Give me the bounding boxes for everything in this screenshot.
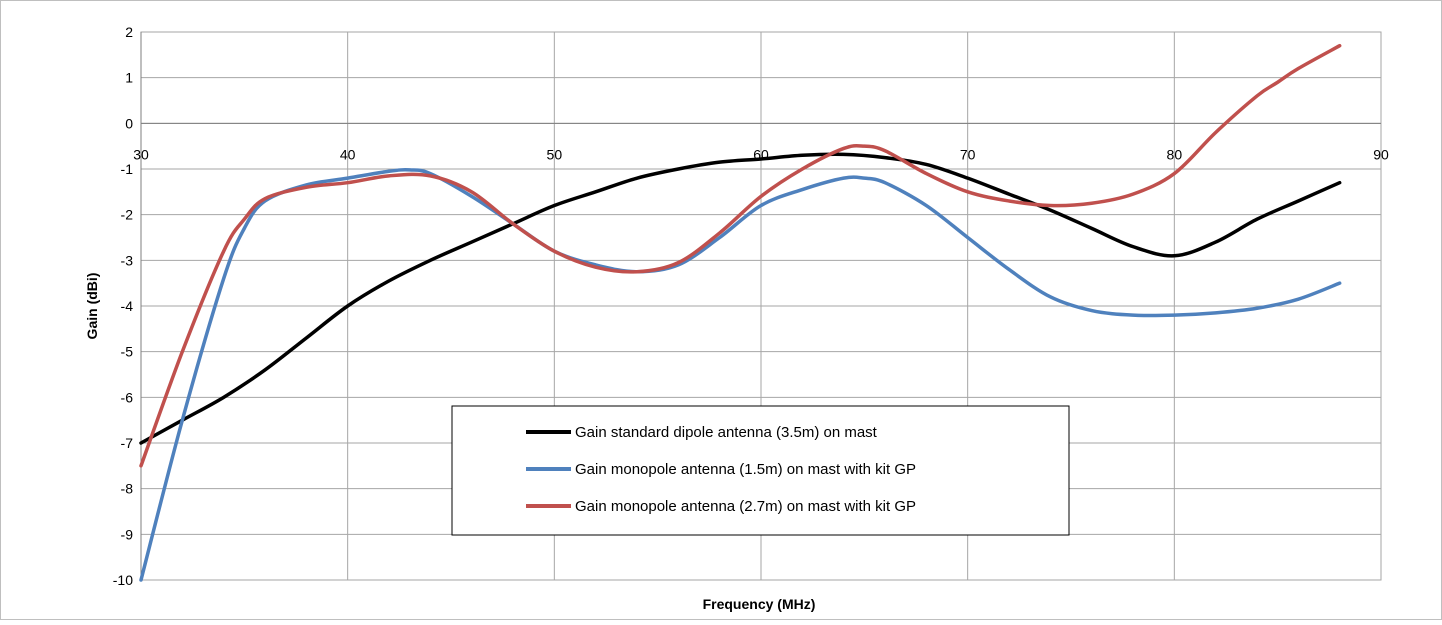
x-tick-label: 90 [1373, 146, 1389, 162]
legend: Gain standard dipole antenna (3.5m) on m… [451, 405, 1070, 536]
x-axis-title: Frequency (MHz) [703, 596, 816, 612]
x-tick-label: 30 [133, 146, 149, 162]
x-tick-label: 70 [960, 146, 976, 162]
series-line-dipole [139, 152, 1342, 445]
y-tick-label: -1 [121, 161, 134, 177]
series-lines [139, 43, 1342, 582]
x-tick-label: 80 [1167, 146, 1183, 162]
plot-area [140, 31, 1382, 581]
y-tick-label: -8 [121, 481, 134, 497]
legend-label-monopole-2-7m: Gain monopole antenna (2.7m) on mast wit… [575, 498, 916, 515]
x-axis-ticks: 30 40 50 60 70 80 90 [133, 146, 1389, 162]
y-tick-label: -9 [121, 526, 134, 542]
y-tick-label: -5 [121, 344, 134, 360]
y-tick-label: -4 [121, 298, 134, 314]
legend-label-monopole-1-5m: Gain monopole antenna (1.5m) on mast wit… [575, 461, 916, 478]
y-axis-title: Gain (dBi) [84, 273, 100, 340]
y-tick-label: -10 [113, 572, 133, 588]
y-tick-label: -7 [121, 435, 134, 451]
y-tick-label: -6 [121, 389, 134, 405]
legend-label-dipole: Gain standard dipole antenna (3.5m) on m… [575, 424, 878, 441]
y-axis-ticks: 2 1 0 -1 -2 -3 -4 -5 -6 -7 -8 -9 -10 [113, 24, 133, 588]
y-tick-label: -3 [121, 252, 134, 268]
y-tick-label: -2 [121, 207, 134, 223]
series-line-monopole-2-7m [139, 43, 1342, 468]
y-tick-label: 1 [125, 70, 133, 86]
x-tick-label: 40 [340, 146, 356, 162]
y-tick-label: 2 [125, 24, 133, 40]
x-tick-label: 50 [547, 146, 563, 162]
y-tick-label: 0 [125, 115, 133, 131]
